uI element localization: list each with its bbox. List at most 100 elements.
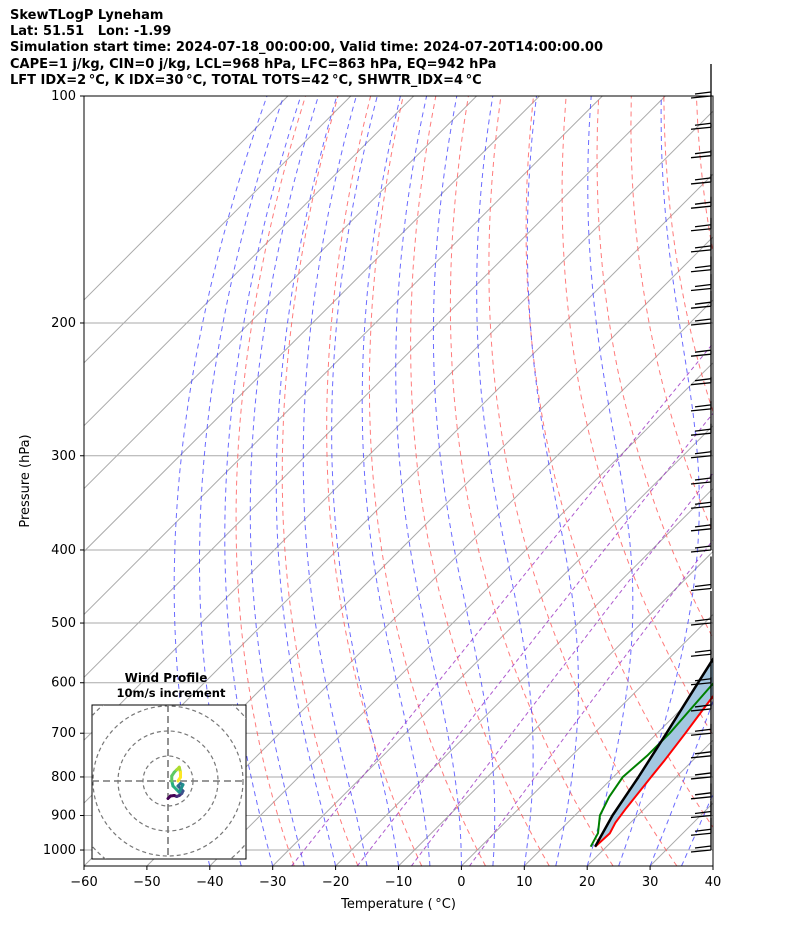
title-line-4: CAPE=1 j/kg, CIN=0 j/kg, LCL=968 hPa, LF…	[10, 57, 497, 72]
wind-barb	[690, 556, 712, 592]
x-tick-label: −60	[70, 875, 97, 890]
cape-shading	[595, 659, 713, 847]
dry-adiabat-line	[630, 96, 713, 534]
moist-adiabat-line	[745, 96, 794, 866]
isotherm-line	[461, 613, 713, 866]
moist-adiabat-line	[586, 96, 634, 866]
wind-barb	[690, 783, 712, 819]
x-tick-label: −10	[385, 875, 412, 890]
moist-adiabat-line	[302, 96, 368, 866]
moist-adiabat-line	[361, 96, 431, 866]
wind-barb	[690, 95, 712, 130]
x-tick-label: −30	[259, 875, 286, 890]
moist-adiabat-line	[249, 96, 319, 866]
wind-barb	[690, 350, 712, 386]
moist-adiabat-line	[618, 96, 700, 866]
y-tick-label: 400	[51, 543, 76, 558]
moist-adiabat-line	[275, 96, 338, 866]
hodograph-subtitle: 10m/s increment	[117, 686, 226, 700]
mixing-ratio-line	[469, 539, 713, 866]
wind-barb	[690, 622, 712, 657]
x-tick-label: −50	[133, 875, 160, 890]
isotherm-line	[84, 96, 477, 490]
dewpoint-line	[589, 682, 713, 848]
y-tick-label: 700	[51, 726, 76, 741]
hodograph-title: Wind Profile	[125, 671, 208, 685]
title-line-1: SkewTLogP Lyneham	[10, 8, 164, 23]
y-tick-label: 900	[51, 809, 76, 824]
moist-adiabat-line	[681, 792, 713, 866]
isotherm-line	[84, 96, 603, 616]
hodograph-frame	[91, 704, 247, 860]
moist-adiabat-line	[712, 864, 713, 866]
isotherm-line	[84, 96, 540, 553]
isotherm-line	[523, 676, 713, 866]
isotherm-line	[712, 865, 713, 866]
mixing-ratio-line	[291, 342, 713, 866]
title-line-2: Lat: 51.51 Lon: -1.99	[10, 24, 172, 39]
mixing-ratio-line	[356, 412, 713, 866]
dry-adiabat-line	[762, 96, 794, 866]
isotherm-line	[398, 550, 713, 866]
y-axis-label: Pressure (hPa)	[18, 434, 33, 527]
axes: −60 −50 −40 −30 −20 −10 0 10 20 30 40 100 200 300 400 5…	[18, 89, 721, 912]
isotherm-line	[84, 96, 415, 427]
isotherm-line	[272, 424, 713, 866]
moist-adiabat-line	[476, 96, 534, 866]
wind-barb	[690, 196, 712, 232]
isotherm-line	[586, 739, 713, 866]
x-tick-label: 10	[516, 875, 533, 890]
hodograph-segment	[176, 775, 182, 783]
x-tick-label: 40	[705, 875, 722, 890]
isotherm-line	[84, 96, 352, 364]
moist-adiabat-line	[331, 96, 399, 866]
x-tick-label: 0	[457, 875, 465, 890]
moist-adiabat-line	[432, 96, 496, 866]
isotherm-line	[335, 487, 713, 866]
x-tick-label: 30	[642, 875, 659, 890]
moist-adiabat-line	[649, 699, 713, 866]
wind-barb	[690, 496, 712, 532]
y-tick-label: 600	[51, 676, 76, 691]
y-tick-label: 200	[51, 316, 76, 331]
wind-barb	[690, 449, 712, 485]
y-tick-label: 300	[51, 449, 76, 464]
dry-adiabat-line	[561, 96, 713, 737]
wind-barb	[690, 591, 712, 626]
wind-barb	[690, 217, 712, 253]
isotherm-line	[776, 96, 794, 866]
wind-barb	[690, 650, 712, 686]
title-line-5: LFT IDX=2 °C, K IDX=30 °C, TOTAL TOTS=42…	[10, 73, 482, 88]
parcel-line	[594, 656, 713, 848]
isotherm-line	[84, 110, 713, 741]
title-line-3: Simulation start time: 2024-07-18_00:00:…	[10, 40, 603, 55]
y-tick-label: 100	[51, 89, 76, 104]
dry-adiabat-line	[663, 96, 713, 414]
wind-barb	[690, 517, 712, 553]
dry-adiabat-line	[449, 96, 614, 866]
y-tick-label: 500	[51, 616, 76, 631]
temperature-line	[594, 694, 713, 848]
x-tick-label: 20	[579, 875, 596, 890]
dry-adiabat-line	[235, 96, 306, 866]
wind-barb	[690, 64, 712, 99]
x-tick-label: −40	[196, 875, 223, 890]
dry-adiabat-line	[410, 96, 550, 866]
moist-adiabat-line	[526, 96, 579, 866]
wind-barb	[690, 123, 712, 159]
dry-adiabat-line	[488, 96, 678, 866]
isotherm-line	[209, 362, 713, 866]
dry-adiabat-line	[525, 96, 713, 829]
wind-barb	[690, 322, 712, 357]
wind-barb	[690, 744, 712, 780]
wind-barb	[690, 764, 712, 800]
moist-adiabat-line	[395, 96, 462, 866]
wind-barb	[690, 256, 712, 292]
dry-adiabat-line	[368, 96, 486, 866]
moist-adiabat-line	[224, 96, 302, 866]
wind-barb	[690, 274, 712, 309]
dry-adiabat-line	[596, 96, 713, 640]
y-tick-label: 800	[51, 770, 76, 785]
